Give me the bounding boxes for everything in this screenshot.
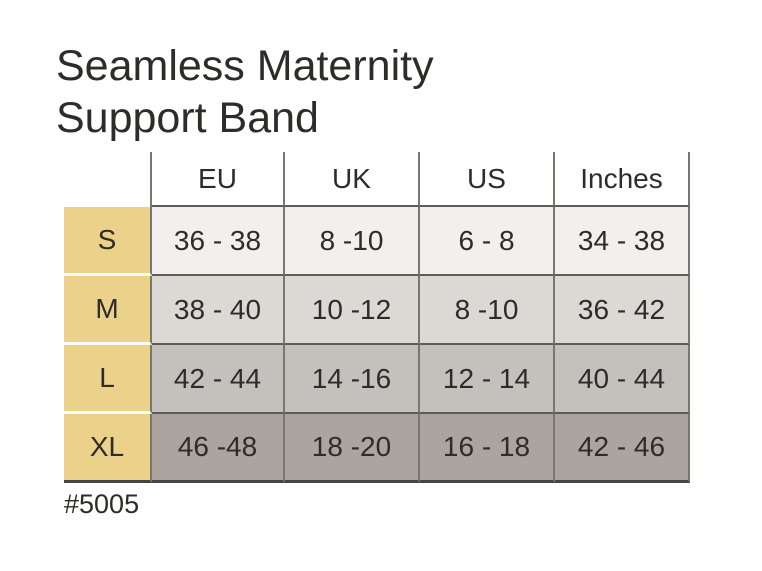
page-title-line-2: Support Band bbox=[56, 94, 319, 142]
size-label-s: S bbox=[64, 207, 152, 276]
column-header-us: US bbox=[420, 152, 555, 207]
table-cell-s-us: 6 - 8 bbox=[420, 207, 555, 276]
table-cell-s-eu: 36 - 38 bbox=[152, 207, 285, 276]
table-cell-m-eu: 38 - 40 bbox=[152, 276, 285, 345]
table-cell-xl-uk: 18 -20 bbox=[285, 414, 420, 483]
size-chart-table: EU UK US Inches S 36 - 38 8 -10 6 - 8 34… bbox=[64, 152, 690, 483]
table-cell-l-eu: 42 - 44 bbox=[152, 345, 285, 414]
column-header-uk: UK bbox=[285, 152, 420, 207]
table-cell-s-inches: 34 - 38 bbox=[555, 207, 690, 276]
table-cell-m-uk: 10 -12 bbox=[285, 276, 420, 345]
table-cell-m-inches: 36 - 42 bbox=[555, 276, 690, 345]
table-cell-s-uk: 8 -10 bbox=[285, 207, 420, 276]
table-cell-m-us: 8 -10 bbox=[420, 276, 555, 345]
size-label-l: L bbox=[64, 345, 152, 414]
table-cell-l-uk: 14 -16 bbox=[285, 345, 420, 414]
size-label-m: M bbox=[64, 276, 152, 345]
column-header-inches: Inches bbox=[555, 152, 690, 207]
product-code: #5005 bbox=[64, 489, 140, 519]
table-corner-cell bbox=[64, 152, 152, 207]
table-cell-xl-us: 16 - 18 bbox=[420, 414, 555, 483]
column-header-eu: EU bbox=[152, 152, 285, 207]
table-cell-xl-eu: 46 -48 bbox=[152, 414, 285, 483]
size-label-xl: XL bbox=[64, 414, 152, 483]
table-cell-xl-inches: 42 - 46 bbox=[555, 414, 690, 483]
page-title: Seamless Maternity Support Band bbox=[56, 40, 434, 144]
table-cell-l-inches: 40 - 44 bbox=[555, 345, 690, 414]
page-title-line-1: Seamless Maternity bbox=[56, 42, 434, 90]
table-cell-l-us: 12 - 14 bbox=[420, 345, 555, 414]
